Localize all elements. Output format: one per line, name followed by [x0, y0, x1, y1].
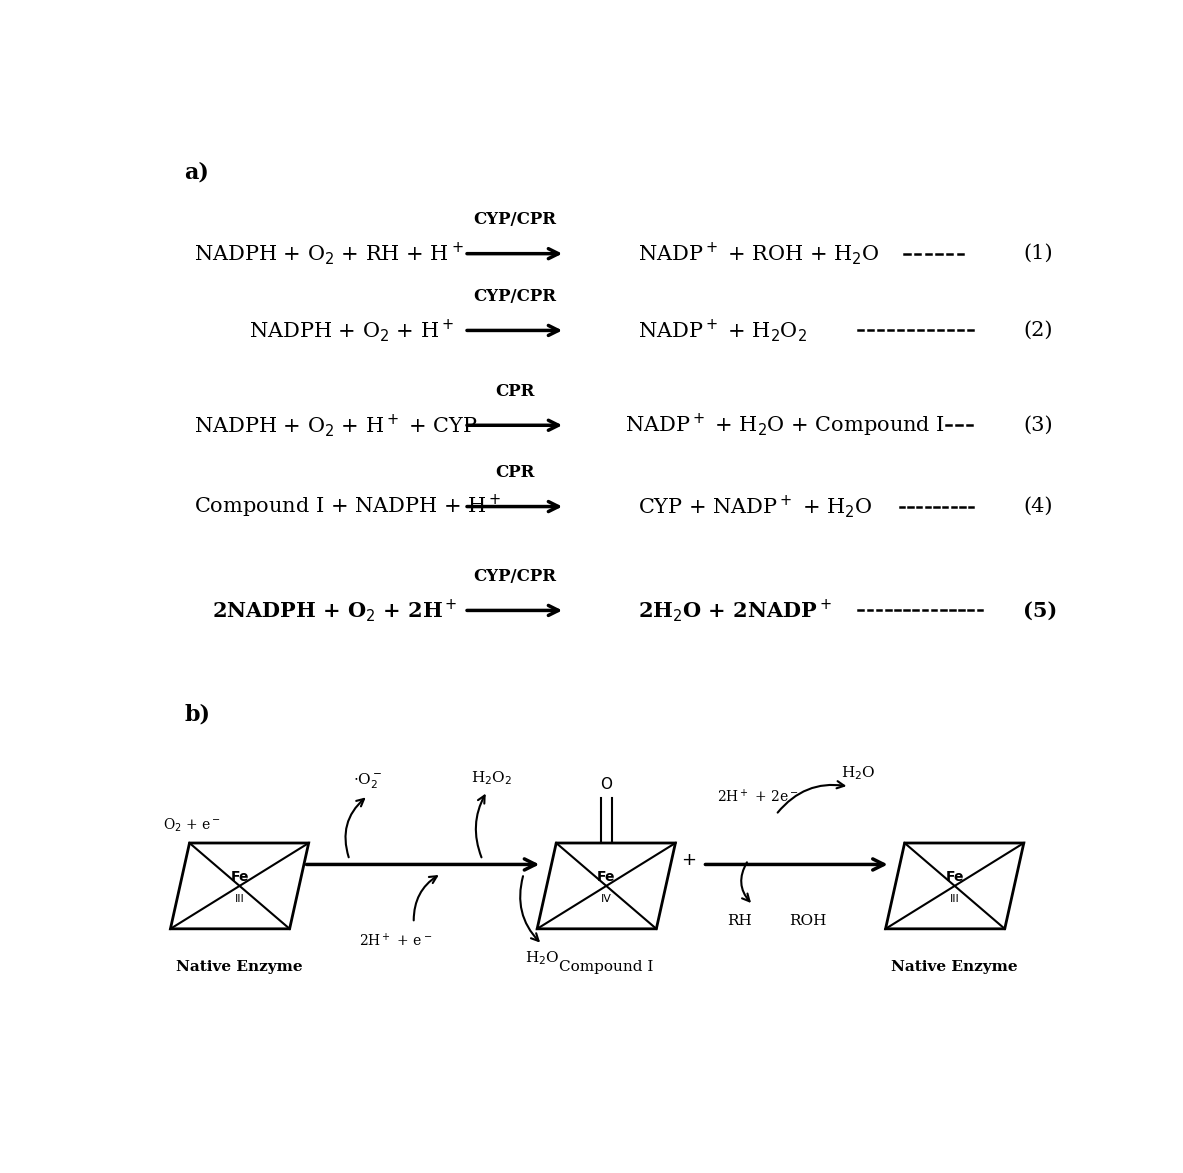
Text: H$_2$O: H$_2$O — [525, 949, 560, 967]
Text: Native Enzyme: Native Enzyme — [176, 961, 303, 975]
Text: $\cdot$O$_2^-$: $\cdot$O$_2^-$ — [354, 772, 382, 791]
Text: NADP$^+$ + H$_2$O$_2$: NADP$^+$ + H$_2$O$_2$ — [639, 317, 808, 344]
Text: Fe: Fe — [945, 870, 964, 884]
Text: b): b) — [185, 704, 211, 725]
Text: NADP$^+$ + ROH + H$_2$O: NADP$^+$ + ROH + H$_2$O — [639, 240, 880, 267]
Text: H$_2$O$_2$: H$_2$O$_2$ — [471, 768, 512, 787]
Text: III: III — [234, 894, 245, 903]
Text: CYP/CPR: CYP/CPR — [473, 289, 556, 305]
Text: CPR: CPR — [494, 382, 535, 400]
Text: +: + — [681, 852, 697, 869]
Text: CYP/CPR: CYP/CPR — [473, 568, 556, 585]
Text: IV: IV — [601, 894, 612, 903]
Text: (5): (5) — [1023, 601, 1058, 621]
Text: Native Enzyme: Native Enzyme — [891, 961, 1019, 975]
Text: H$_2$O: H$_2$O — [841, 765, 875, 782]
Text: Compound I + NADPH + H$^+$: Compound I + NADPH + H$^+$ — [194, 493, 500, 520]
Text: Compound I: Compound I — [560, 961, 653, 975]
Text: 2NADPH + O$_2$ + 2H$^+$: 2NADPH + O$_2$ + 2H$^+$ — [212, 597, 458, 624]
Text: Fe: Fe — [231, 870, 248, 884]
Text: 2H$^+$ + 2e$^-$: 2H$^+$ + 2e$^-$ — [717, 788, 799, 806]
Text: O: O — [600, 777, 613, 792]
Text: Fe: Fe — [597, 870, 615, 884]
Text: NADPH + O$_2$ + H$^+$: NADPH + O$_2$ + H$^+$ — [248, 317, 454, 344]
Text: CYP/CPR: CYP/CPR — [473, 211, 556, 229]
Text: ROH: ROH — [789, 914, 827, 928]
Text: CYP + NADP$^+$ + H$_2$O: CYP + NADP$^+$ + H$_2$O — [639, 493, 873, 520]
Text: III: III — [950, 894, 959, 903]
Text: NADPH + O$_2$ + H$^+$ + CYP: NADPH + O$_2$ + H$^+$ + CYP — [194, 412, 478, 439]
Text: RH: RH — [726, 914, 751, 928]
Text: O$_2$ + e$^-$: O$_2$ + e$^-$ — [163, 816, 221, 834]
Text: 2H$_2$O + 2NADP$^+$: 2H$_2$O + 2NADP$^+$ — [639, 597, 832, 624]
Text: (2): (2) — [1023, 321, 1053, 340]
Text: (4): (4) — [1023, 497, 1053, 516]
Text: NADPH + O$_2$ + RH + H$^+$: NADPH + O$_2$ + RH + H$^+$ — [194, 240, 464, 267]
Text: NADP$^+$ + H$_2$O + Compound I: NADP$^+$ + H$_2$O + Compound I — [625, 412, 945, 439]
Text: 2H$^+$ + e$^-$: 2H$^+$ + e$^-$ — [358, 933, 432, 949]
Text: (1): (1) — [1023, 244, 1053, 263]
Text: CPR: CPR — [494, 465, 535, 481]
Text: a): a) — [185, 162, 209, 183]
Text: (3): (3) — [1023, 415, 1053, 435]
